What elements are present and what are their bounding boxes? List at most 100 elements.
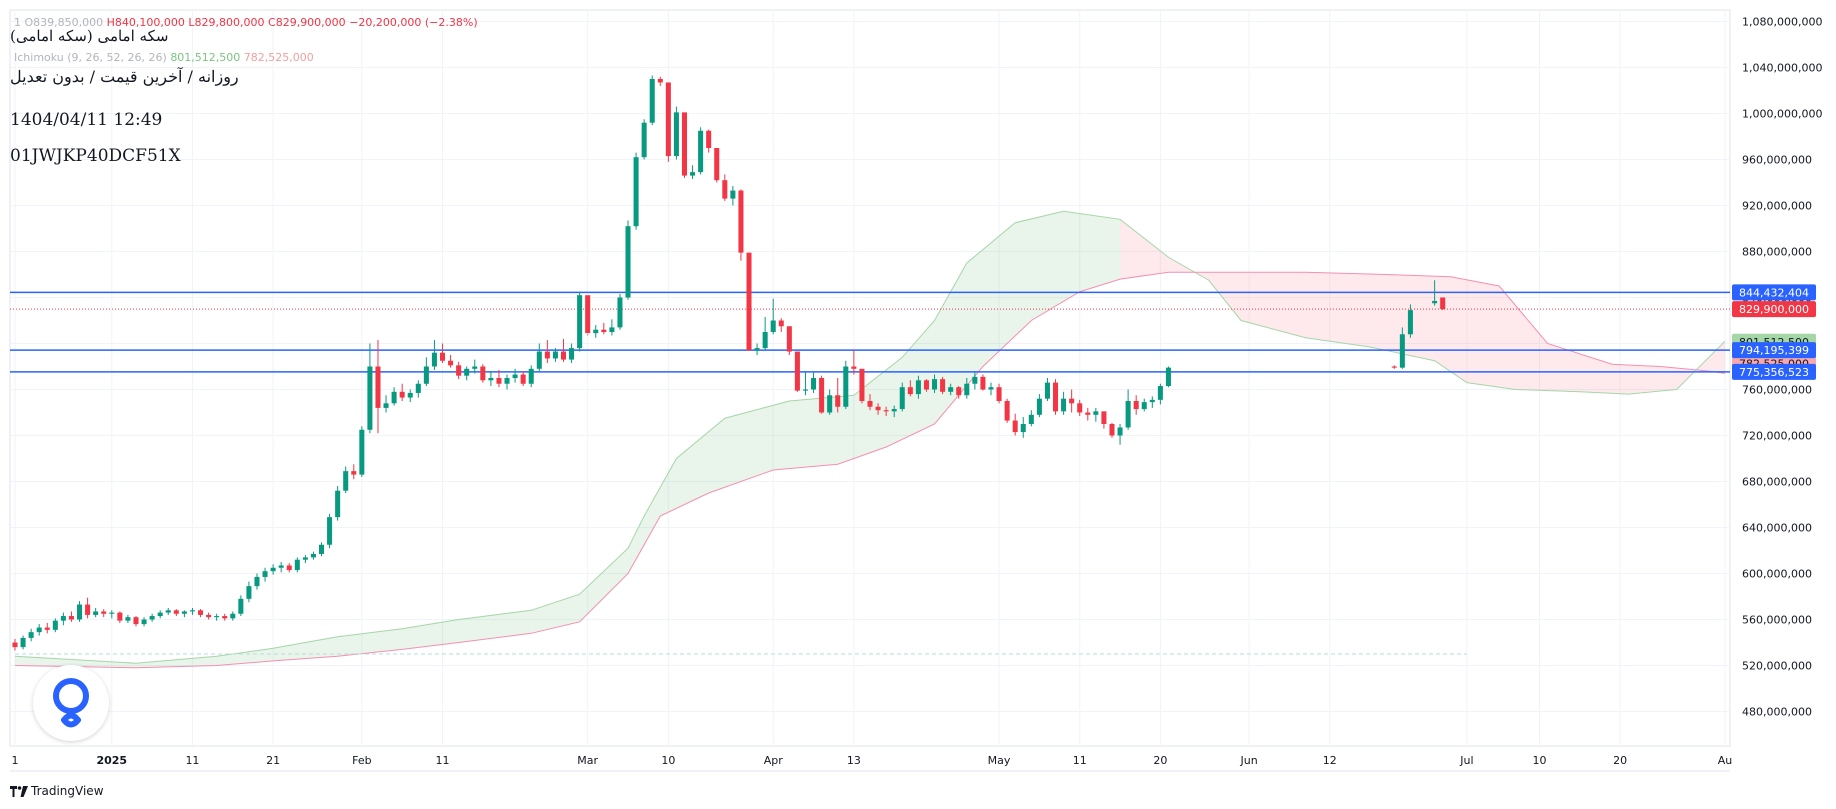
candle bbox=[1044, 378, 1050, 401]
candle bbox=[480, 364, 486, 383]
candle-body bbox=[133, 617, 139, 625]
y-tick-label: 960,000,000 bbox=[1742, 154, 1812, 167]
candle-body bbox=[12, 642, 18, 648]
candle bbox=[915, 375, 921, 399]
candle bbox=[399, 383, 405, 401]
x-tick-label: 10 bbox=[661, 754, 675, 767]
tradingview-brand[interactable]: TradingView bbox=[10, 784, 104, 798]
candle-body bbox=[1053, 382, 1059, 412]
senkou-span-a bbox=[14, 210, 1726, 664]
candle bbox=[351, 464, 357, 480]
candle-body bbox=[698, 130, 704, 173]
candle-body bbox=[923, 380, 929, 390]
candle bbox=[633, 152, 639, 230]
x-tick-label: 2025 bbox=[96, 754, 127, 767]
x-tick-label: Apr bbox=[764, 754, 784, 767]
x-tick-label: 10 bbox=[1532, 754, 1546, 767]
candle-body bbox=[165, 610, 171, 613]
candle bbox=[77, 601, 83, 622]
candle-body bbox=[60, 616, 66, 621]
candle bbox=[246, 581, 252, 603]
candle bbox=[730, 185, 736, 206]
candle-body bbox=[883, 410, 889, 412]
x-tick-label: 20 bbox=[1153, 754, 1167, 767]
candle-body bbox=[173, 610, 179, 614]
candle bbox=[681, 112, 687, 178]
candle-body bbox=[222, 616, 228, 619]
candle-body bbox=[1004, 401, 1010, 421]
senkou-span-b bbox=[14, 271, 1726, 669]
y-tick-label: 760,000,000 bbox=[1742, 384, 1812, 397]
candle-body bbox=[657, 79, 663, 83]
candle-body bbox=[230, 613, 236, 619]
candle bbox=[714, 148, 720, 183]
candle-body bbox=[504, 378, 510, 384]
candle bbox=[988, 382, 994, 396]
candle bbox=[746, 252, 752, 351]
candle-body bbox=[480, 366, 486, 381]
candle-body bbox=[1125, 401, 1131, 428]
candle-body bbox=[238, 598, 244, 614]
candle-body bbox=[1109, 424, 1115, 436]
cloud-fill bbox=[15, 211, 1121, 668]
candle-body bbox=[415, 383, 421, 393]
candle-body bbox=[512, 374, 518, 378]
candle bbox=[181, 610, 187, 618]
candle bbox=[577, 291, 583, 352]
x-tick-label: Jun bbox=[1240, 754, 1258, 767]
candle-body bbox=[972, 376, 978, 384]
y-tick-label: 640,000,000 bbox=[1742, 522, 1812, 535]
candle-body bbox=[706, 130, 712, 148]
y-tick-label: 1,080,000,000 bbox=[1742, 16, 1822, 29]
candle bbox=[109, 610, 115, 619]
candle-body bbox=[835, 395, 841, 407]
y-tick-label: 600,000,000 bbox=[1742, 568, 1812, 581]
candle-body bbox=[1432, 300, 1438, 304]
candle bbox=[93, 608, 99, 618]
candle-body bbox=[802, 389, 808, 391]
y-tick-label: 480,000,000 bbox=[1742, 706, 1812, 719]
candle bbox=[310, 551, 316, 560]
candle-body bbox=[1391, 366, 1397, 368]
grid-lines bbox=[9, 9, 1731, 772]
candle bbox=[1101, 411, 1107, 429]
ichimoku-label: Ichimoku (9, 26, 52, 26, 26) bbox=[14, 51, 167, 64]
horizontal-lines[interactable] bbox=[10, 291, 1730, 373]
candle bbox=[206, 612, 212, 620]
ichimoku-cloud bbox=[14, 210, 1726, 669]
y-tick-label: 560,000,000 bbox=[1742, 614, 1812, 627]
candle-body bbox=[52, 620, 58, 630]
candle bbox=[1012, 413, 1018, 436]
candle-body bbox=[472, 366, 478, 369]
candle bbox=[101, 609, 107, 618]
candle-body bbox=[101, 611, 107, 614]
x-tick-label: 20 bbox=[1613, 754, 1627, 767]
candle-body bbox=[286, 565, 292, 571]
candle-body bbox=[246, 586, 252, 599]
price-label: 794,195,399 bbox=[1732, 342, 1816, 359]
candle bbox=[867, 394, 873, 411]
candle bbox=[44, 622, 50, 634]
candle bbox=[488, 371, 494, 387]
candle bbox=[423, 357, 429, 387]
candle bbox=[1440, 297, 1446, 311]
candle bbox=[1141, 398, 1147, 412]
candle bbox=[843, 360, 849, 410]
candle-body bbox=[746, 252, 752, 351]
x-tick-label: 12 bbox=[1323, 754, 1337, 767]
time-axis[interactable]: 1 2025 11 21 Feb 11 Mar 10 Apr 13 May 11 20 Jun 12 Jul 1… bbox=[12, 754, 1733, 767]
candle bbox=[1085, 407, 1091, 421]
candle-body bbox=[794, 351, 800, 391]
candle bbox=[698, 127, 704, 175]
candle bbox=[964, 378, 970, 399]
candle bbox=[254, 573, 260, 590]
candle-body bbox=[552, 351, 558, 359]
candle bbox=[504, 374, 510, 390]
candle-body bbox=[254, 576, 260, 587]
candle-body bbox=[988, 387, 994, 390]
x-tick-label: 1 bbox=[12, 754, 19, 767]
candle bbox=[294, 557, 300, 573]
x-tick-label: 13 bbox=[847, 754, 861, 767]
x-tick-label: 11 bbox=[436, 754, 450, 767]
